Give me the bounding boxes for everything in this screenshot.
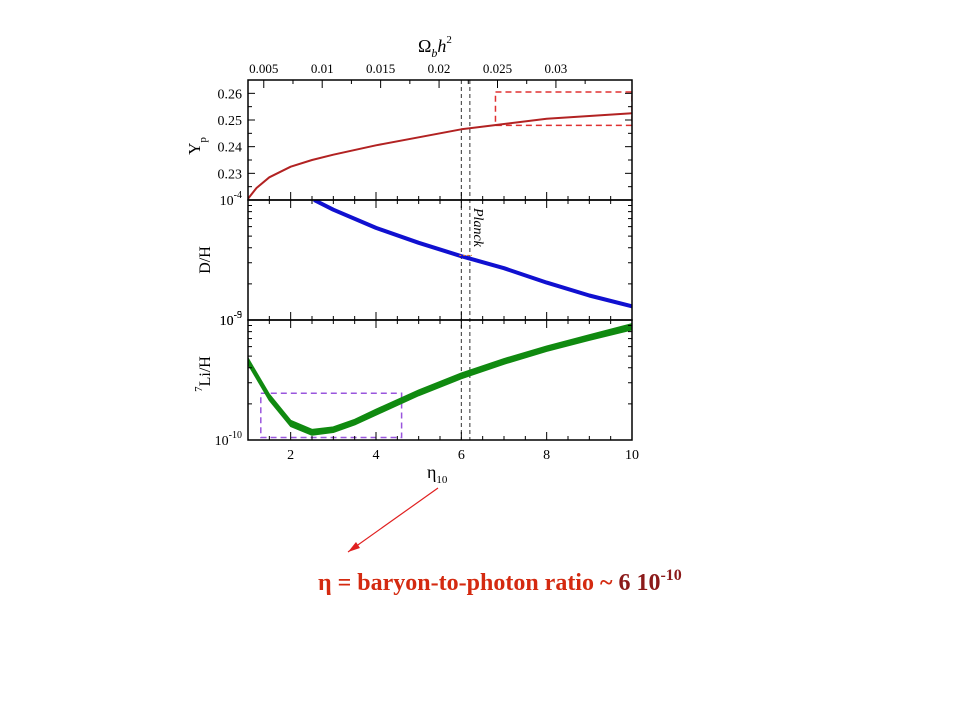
observation-box <box>260 392 403 439</box>
y-tick-label: 10-9 <box>220 310 242 329</box>
top-tick-label: 0.005 <box>249 61 278 76</box>
caption-group: η = baryon-to-photon ratio ~ 6 10-10 <box>318 487 682 596</box>
pointer-arrow <box>347 487 439 553</box>
y-tick-label: 0.24 <box>218 141 243 156</box>
y-tick-label: 0.26 <box>218 87 243 102</box>
top-tick-label: 0.015 <box>366 61 395 76</box>
series-line-0 <box>248 112 632 200</box>
observation-box <box>494 91 632 127</box>
top-axis-label-sup: 2 <box>446 34 452 46</box>
y-tick-label: 0.25 <box>218 114 243 129</box>
top-axis-label-main: Ω <box>418 36 431 56</box>
x-tick-label: 10 <box>625 448 639 463</box>
x-tick-label: 2 <box>287 448 294 463</box>
top-tick-label: 0.03 <box>545 61 568 76</box>
x-axis-label-main: η <box>427 462 436 482</box>
y-tick-exponent: -10 <box>229 430 242 441</box>
y-axis-label-main: Li/H <box>197 356 214 387</box>
y-tick-label: 10-4 <box>220 190 242 209</box>
top-axis: 0.005 0.01 0.015 0.02 0.025 0.03 Ωbh2 <box>249 34 586 88</box>
planck-annotation: Planck <box>470 207 485 248</box>
panel-content <box>248 91 632 200</box>
y-tick-exponent: -9 <box>234 310 242 321</box>
panel-content <box>248 323 632 439</box>
caption-value: 6 10 <box>618 570 660 596</box>
y-axis-label: 7Li/H <box>193 356 214 392</box>
y-tick-label: 10-10 <box>215 430 242 449</box>
x-tick-label: 4 <box>373 448 380 463</box>
top-tick-label: 0.025 <box>483 61 512 76</box>
top-axis-label: Ωbh2 <box>418 34 452 60</box>
x-tick-label: 8 <box>543 448 550 463</box>
y-tick-label: 0.23 <box>218 167 243 182</box>
panel-yp: 0.23 0.24 0.25 0.26 Yp <box>185 79 633 201</box>
caption-prefix: η = baryon-to-photon ratio ~ <box>318 570 618 596</box>
panel-frame <box>247 199 633 321</box>
bbn-abundance-chart: 0.230.240.250.26YpPlanck10-510-4D/H10-10… <box>185 34 639 486</box>
y-tick-base: 10 <box>215 434 229 449</box>
x-axis-label: η10 <box>427 462 448 486</box>
series-line-0 <box>313 200 632 309</box>
top-tick-label: 0.02 <box>428 61 451 76</box>
y-axis-label-sub: p <box>197 137 209 143</box>
y-axis-label: Yp <box>185 137 209 155</box>
y-tick-base: 10 <box>220 314 234 329</box>
caption-text: η = baryon-to-photon ratio ~ 6 10-10 <box>318 567 682 596</box>
y-tick-base: 10 <box>220 314 234 329</box>
caption-exponent: -10 <box>660 567 681 584</box>
x-axis-label-sub: 10 <box>436 474 448 486</box>
y-tick-base: 10 <box>220 194 234 209</box>
y-tick-exponent: -5 <box>234 310 242 321</box>
y-tick-exponent: -4 <box>234 190 242 201</box>
y-tick-label: 10-5 <box>220 310 242 329</box>
panel-frame <box>247 319 633 441</box>
y-axis-label-sup: 7 <box>193 386 205 392</box>
pointer-arrow-head <box>348 542 360 552</box>
y-axis-label-main: Y <box>185 143 204 155</box>
top-axis-label-sub: b <box>431 46 437 60</box>
top-axis-label-tail: h <box>437 36 446 56</box>
panel-frame <box>247 79 633 201</box>
series-band-0 <box>248 323 632 436</box>
panel-content <box>313 200 632 309</box>
y-axis-label: D/H <box>197 246 214 274</box>
x-tick-label: 6 <box>458 448 465 463</box>
top-tick-label: 0.01 <box>311 61 334 76</box>
